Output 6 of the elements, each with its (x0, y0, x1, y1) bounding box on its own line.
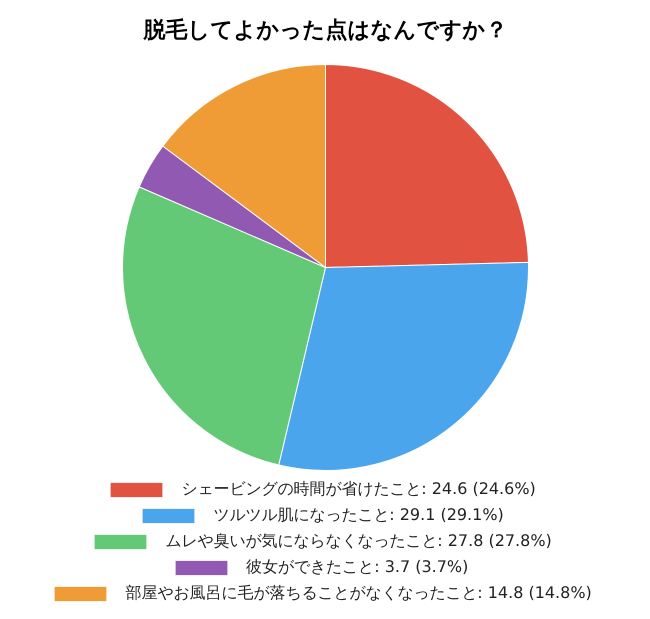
chart-title: 脱毛してよかった点はなんですか？ (142, 18, 508, 43)
legend-label: ツルツル肌になったこと: 29.1 (29.1%) (213, 505, 504, 526)
legend-label: 部屋やお風呂に毛が落ちることがなくなったこと: 14.8 (14.8%) (125, 583, 592, 604)
legend-label: 彼女ができたこと: 3.7 (3.7%) (246, 557, 468, 578)
legend-label: ムレや臭いが気にならなくなったこと: 27.8 (27.8%) (165, 531, 552, 552)
legend-label: シェービングの時間が省けたこと: 24.6 (24.6%) (181, 479, 536, 500)
